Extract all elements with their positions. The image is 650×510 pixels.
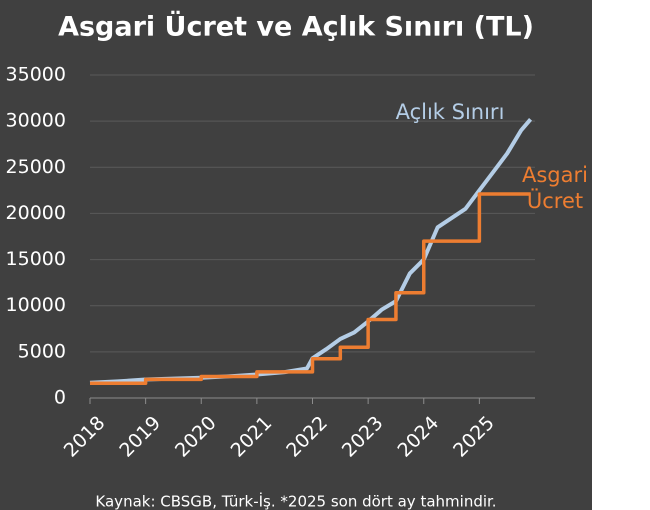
- source-note: Kaynak: CBSGB, Türk-İş. *2025 son dört a…: [95, 492, 496, 510]
- y-tick-label: 20000: [6, 202, 66, 224]
- chart-title: Asgari Ücret ve Açlık Sınırı (TL): [58, 10, 534, 43]
- y-tick-label: 5000: [18, 340, 66, 362]
- y-tick-label: 15000: [6, 248, 66, 270]
- series-line: [90, 192, 531, 385]
- y-tick-label: 10000: [6, 294, 66, 316]
- y-tick-label: 30000: [6, 110, 66, 132]
- y-tick-label: 25000: [6, 156, 66, 178]
- y-tick-label: 35000: [6, 64, 66, 86]
- y-tick-label: 0: [54, 387, 66, 409]
- series-label: Asgari Ücret: [522, 163, 588, 213]
- chart-background: [0, 0, 592, 510]
- series-label: Açlık Sınırı: [395, 100, 505, 124]
